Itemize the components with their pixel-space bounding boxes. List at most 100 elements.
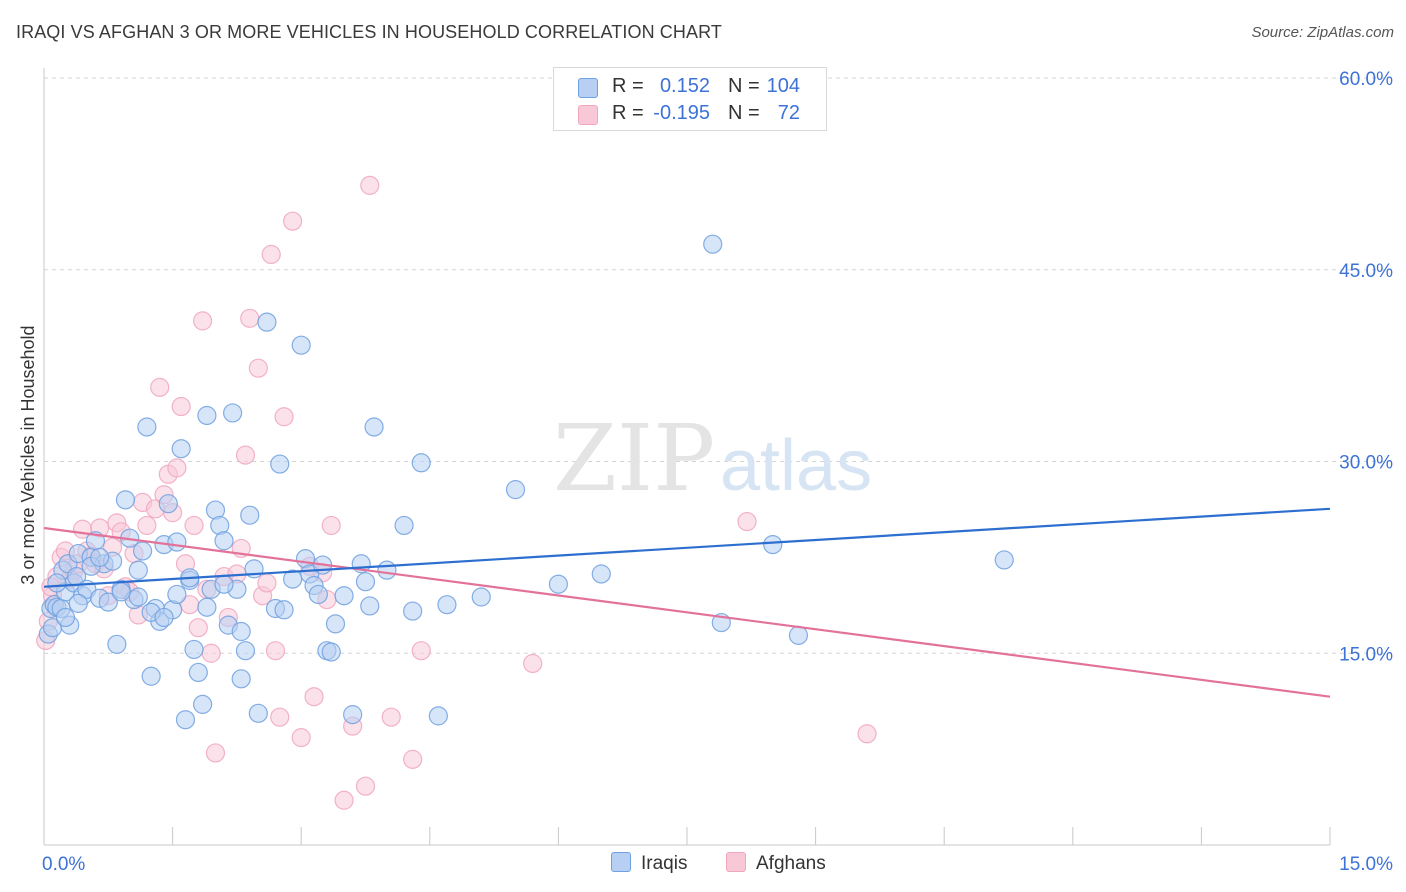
- scatter-point-iraqis: [274, 600, 294, 620]
- scatter-point-afghans: [304, 687, 324, 707]
- scatter-point-iraqis: [240, 505, 260, 525]
- scatter-point-afghans: [283, 211, 303, 231]
- scatter-point-iraqis: [231, 669, 251, 689]
- chart-title: IRAQI VS AFGHAN 3 OR MORE VEHICLES IN HO…: [16, 22, 722, 42]
- scatter-point-iraqis: [403, 601, 423, 621]
- scatter-point-iraqis: [325, 614, 346, 634]
- trend-line-iraqis: [43, 507, 1331, 588]
- scatter-point-iraqis: [994, 550, 1014, 570]
- scatter-point-afghans: [321, 515, 341, 536]
- scatter-point-afghans: [270, 707, 290, 727]
- scatter-point-iraqis: [248, 703, 268, 723]
- scatter-point-iraqis: [68, 593, 88, 613]
- scatter-point-iraqis: [377, 560, 397, 580]
- y-tick-label: 30.0%: [1339, 453, 1393, 474]
- scatter-point-afghans: [188, 618, 208, 638]
- scatter-point-iraqis: [184, 639, 204, 660]
- scatter-point-afghans: [523, 653, 543, 674]
- scatter-point-iraqis: [167, 584, 187, 605]
- legend-swatch-afghans: [578, 105, 598, 125]
- scatter-point-iraqis: [471, 587, 491, 607]
- scatter-point-iraqis: [55, 607, 76, 628]
- legend-n-value: 104: [766, 75, 800, 97]
- scatter-point-afghans: [248, 358, 268, 378]
- bottom-legend-swatch-iraqis: [611, 852, 631, 872]
- scatter-point-iraqis: [98, 592, 118, 612]
- scatter-point-iraqis: [291, 335, 311, 355]
- legend-swatch-iraqis: [578, 78, 598, 98]
- scatter-point-iraqis: [175, 710, 196, 730]
- scatter-point-iraqis: [257, 312, 277, 332]
- scatter-point-iraqis: [360, 596, 380, 616]
- scatter-point-afghans: [381, 707, 401, 727]
- scatter-point-iraqis: [167, 532, 187, 552]
- scatter-point-afghans: [240, 308, 260, 328]
- scatter-point-iraqis: [158, 494, 178, 514]
- scatter-point-iraqis: [197, 597, 217, 617]
- scatter-point-iraqis: [334, 586, 354, 606]
- scatter-point-iraqis: [321, 642, 341, 662]
- scatter-point-iraqis: [763, 534, 783, 555]
- x-tick-label: 15.0%: [1339, 854, 1393, 875]
- scatter-point-afghans: [201, 643, 221, 663]
- scatter-point-iraqis: [283, 569, 303, 589]
- scatter-point-afghans: [171, 396, 191, 417]
- scatter-point-afghans: [403, 749, 423, 769]
- legend-box: R = 0.152 N = 104 R = -0.195 N = 72: [553, 67, 827, 131]
- x-tick-label: 0.0%: [42, 854, 85, 875]
- scatter-point-iraqis: [223, 403, 243, 423]
- scatter-point-afghans: [291, 728, 311, 748]
- scatter-point-iraqis: [788, 625, 809, 645]
- scatter-point-iraqis: [154, 607, 174, 628]
- scatter-point-iraqis: [394, 515, 414, 536]
- scatter-point-iraqis: [343, 705, 363, 725]
- legend-row-afghans: R = -0.195 N = 72: [554, 101, 826, 127]
- y-tick-label: 45.0%: [1339, 261, 1393, 282]
- y-tick-label: 15.0%: [1339, 644, 1393, 665]
- scatter-point-iraqis: [115, 490, 136, 510]
- scatter-point-iraqis: [141, 666, 161, 686]
- watermark-zip: ZIP: [553, 405, 715, 512]
- scatter-point-iraqis: [235, 641, 256, 661]
- legend-r-label: R =: [612, 102, 644, 124]
- scatter-point-iraqis: [193, 694, 213, 714]
- scatter-point-iraqis: [47, 573, 67, 593]
- scatter-point-iraqis: [137, 417, 157, 437]
- scatter-point-iraqis: [437, 595, 457, 615]
- scatter-point-iraqis: [132, 541, 153, 561]
- scatter-point-afghans: [184, 515, 204, 536]
- scatter-point-afghans: [235, 445, 256, 465]
- scatter-point-afghans: [334, 790, 354, 810]
- trend-lines: [43, 507, 1331, 698]
- scatter-point-iraqis: [128, 587, 148, 607]
- scatter-point-iraqis: [214, 531, 234, 551]
- trend-line-afghans: [43, 526, 1331, 698]
- bottom-legend-swatch-afghans: [726, 852, 746, 872]
- bottom-legend-label: Afghans: [756, 853, 826, 874]
- scatter-point-afghans: [205, 743, 226, 763]
- scatter-point-iraqis: [90, 547, 110, 567]
- scatter-point-iraqis: [214, 574, 234, 594]
- scatter-point-iraqis: [231, 621, 251, 642]
- scatter-point-iraqis: [270, 454, 290, 474]
- scatter-point-iraqis: [171, 439, 191, 459]
- scatter-point-iraqis: [703, 234, 723, 254]
- scatter-point-afghans: [261, 244, 281, 265]
- scatter-point-iraqis: [548, 574, 569, 594]
- scatter-point-iraqis: [411, 453, 431, 473]
- scatter-point-afghans: [411, 641, 431, 661]
- scatter-point-iraqis: [188, 662, 208, 683]
- scatter-point-afghans: [355, 776, 376, 796]
- scatter-point-afghans: [360, 175, 380, 195]
- scatter-point-iraqis: [308, 584, 328, 605]
- scatter-point-afghans: [737, 511, 757, 532]
- scatter-point-iraqis: [364, 417, 384, 437]
- scatter-point-afghans: [274, 407, 294, 427]
- scatter-point-afghans: [193, 311, 213, 331]
- scatter-point-afghans: [137, 515, 157, 536]
- y-axis-label: 3 or more Vehicles in Household: [18, 325, 38, 584]
- scatter-point-iraqis: [111, 582, 131, 602]
- source-label: Source: ZipAtlas.com: [1251, 24, 1394, 41]
- watermark: ZIP atlas: [553, 405, 872, 512]
